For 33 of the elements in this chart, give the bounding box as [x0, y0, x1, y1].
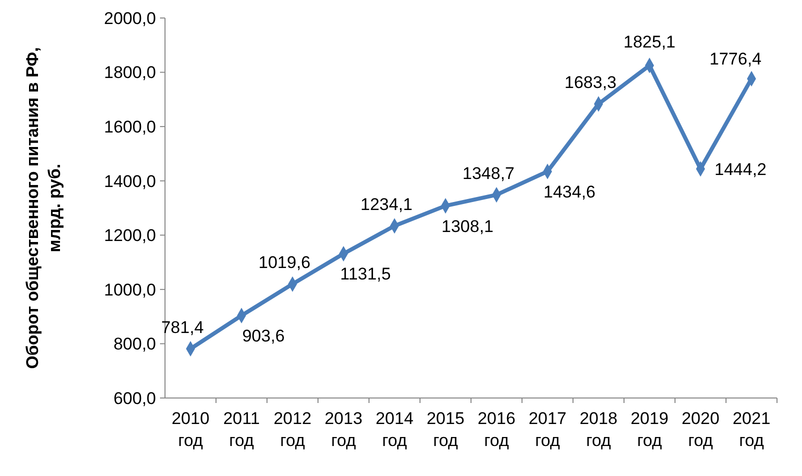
- x-tick-label: 2010 год: [172, 409, 210, 450]
- x-tick-label: 2021 год: [732, 409, 770, 450]
- data-label: 1234,1: [360, 194, 412, 214]
- y-tick-label: 1600,0: [104, 118, 156, 137]
- x-tick-label: 2017 год: [528, 409, 566, 450]
- y-tick-label: 800,0: [113, 334, 156, 354]
- y-tick-label: 2000,0: [104, 8, 156, 28]
- x-tick-label: 2018 год: [580, 409, 618, 450]
- x-tick-label: 2012 год: [274, 409, 312, 450]
- data-label: 1444,2: [714, 160, 766, 179]
- data-label: 903,6: [242, 326, 285, 346]
- data-label: 1434,6: [544, 182, 596, 202]
- data-label: 1131,5: [340, 264, 391, 284]
- x-tick-label: 2016 год: [478, 409, 516, 450]
- y-tick-label: 1400,0: [104, 172, 156, 191]
- data-label: 1308,1: [442, 216, 494, 236]
- data-label: 1776,4: [710, 50, 762, 69]
- x-tick-label: 2013 год: [324, 409, 362, 450]
- x-tick-label: 2019 год: [630, 409, 668, 450]
- x-tick-label: 2011 год: [223, 409, 260, 450]
- data-label: 1019,6: [258, 253, 310, 272]
- data-label: 1683,3: [564, 72, 616, 92]
- data-label: 1348,7: [462, 164, 514, 183]
- x-tick-label: 2015 год: [426, 409, 464, 450]
- data-label: 781,4: [161, 318, 204, 337]
- y-tick-label: 600,0: [113, 388, 156, 408]
- x-tick-label: 2014 год: [376, 409, 414, 450]
- data-label: 1825,1: [624, 32, 676, 52]
- y-tick-label: 1800,0: [104, 63, 156, 82]
- y-tick-label: 1000,0: [104, 280, 156, 300]
- x-tick-label: 2020 год: [682, 409, 720, 450]
- y-axis-title: Оборот общественного питания в РФ, млрд. руб.: [23, 47, 64, 369]
- y-tick-label: 1200,0: [104, 226, 156, 246]
